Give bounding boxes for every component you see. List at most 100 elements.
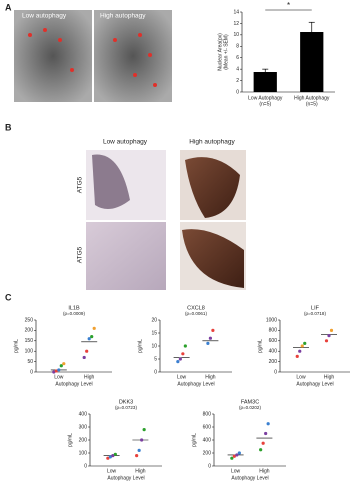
data-point bbox=[237, 451, 241, 455]
y-tick-label: 150 bbox=[25, 338, 34, 344]
annotation: * bbox=[287, 1, 290, 10]
y-axis-label: Nuclear Area(px) bbox=[217, 33, 223, 71]
data-point bbox=[232, 454, 236, 458]
x-tick-label: (n=5) bbox=[306, 101, 318, 107]
chart-subtitle: (p=0.0061) bbox=[185, 311, 207, 316]
y-tick-label: 50 bbox=[27, 359, 33, 365]
x-tick-label: Low bbox=[107, 468, 117, 474]
y-tick-label: 800 bbox=[203, 411, 212, 417]
data-point bbox=[295, 354, 299, 358]
y-tick-label: 0 bbox=[274, 369, 277, 375]
x-tick-label: Low Autophagy bbox=[248, 95, 283, 101]
data-point bbox=[230, 456, 234, 460]
y-tick-label: 0 bbox=[208, 463, 211, 469]
x-axis-label: Autophagy Level bbox=[55, 381, 92, 387]
chart-title: IL1B bbox=[68, 305, 80, 311]
tissue-image bbox=[86, 222, 166, 290]
x-axis-label: Autophagy Level bbox=[231, 475, 268, 481]
tissue-image bbox=[185, 157, 240, 218]
nucleus-markers bbox=[28, 28, 157, 87]
data-point bbox=[303, 341, 307, 345]
chart-subtitle: (p=0.0009) bbox=[63, 311, 85, 316]
y-axis-label: (Mean +/- SEM) bbox=[223, 34, 229, 70]
data-point bbox=[208, 336, 212, 340]
micrograph bbox=[14, 10, 92, 102]
data-point bbox=[54, 369, 58, 373]
bar bbox=[253, 72, 277, 92]
data-point bbox=[261, 441, 265, 445]
data-point bbox=[264, 431, 268, 436]
y-tick-label: 0 bbox=[154, 369, 157, 375]
data-point bbox=[300, 344, 304, 348]
data-point bbox=[92, 326, 96, 330]
x-tick-label: High bbox=[205, 374, 216, 380]
y-tick-label: 4 bbox=[236, 66, 239, 72]
chart-subtitle: (p=0.0718) bbox=[304, 311, 326, 316]
y-tick-label: 300 bbox=[79, 424, 88, 430]
data-point bbox=[259, 448, 263, 452]
x-tick-label: High bbox=[324, 374, 335, 380]
panel-label: B bbox=[5, 122, 12, 132]
data-point bbox=[235, 453, 239, 457]
y-tick-label: 5 bbox=[154, 356, 157, 362]
data-point bbox=[324, 339, 329, 343]
data-point bbox=[298, 349, 302, 353]
data-point bbox=[183, 344, 187, 348]
data-point bbox=[87, 337, 91, 341]
y-tick-label: 400 bbox=[269, 349, 278, 355]
data-point bbox=[85, 349, 89, 353]
bar bbox=[300, 32, 324, 92]
x-tick-label: High bbox=[135, 468, 146, 474]
chart-subtitle: (p=0.0723) bbox=[115, 405, 137, 410]
tissue-image bbox=[182, 229, 244, 288]
y-tick-label: 20 bbox=[151, 317, 157, 323]
y-tick-label: 600 bbox=[269, 338, 278, 344]
y-tick-label: 200 bbox=[79, 437, 88, 443]
y-tick-label: 250 bbox=[25, 317, 34, 323]
data-point bbox=[59, 364, 63, 368]
y-tick-label: 0 bbox=[30, 369, 33, 375]
data-point bbox=[211, 328, 215, 332]
y-tick-label: 200 bbox=[203, 450, 212, 456]
panel-label: A bbox=[5, 2, 12, 12]
data-point bbox=[181, 352, 185, 356]
chart-title: DKK3 bbox=[119, 399, 133, 405]
x-axis-label: Autophagy Level bbox=[177, 381, 214, 387]
image-label: High autophagy bbox=[100, 13, 146, 20]
x-tick-label: Low bbox=[231, 468, 241, 474]
y-tick-label: 15 bbox=[151, 330, 157, 336]
y-tick-label: 0 bbox=[84, 463, 87, 469]
y-tick-label: 100 bbox=[25, 349, 34, 355]
data-point bbox=[137, 448, 141, 452]
data-point bbox=[142, 428, 146, 432]
micrograph bbox=[94, 10, 172, 102]
y-tick-label: 14 bbox=[233, 9, 239, 15]
chart-subtitle: (p=0.0202) bbox=[239, 405, 261, 410]
x-axis-label: Autophagy Level bbox=[296, 381, 333, 387]
data-point bbox=[108, 455, 112, 459]
y-tick-label: 600 bbox=[203, 424, 212, 430]
y-axis-label: pg/mL bbox=[67, 433, 73, 447]
data-point bbox=[57, 368, 61, 372]
data-point bbox=[140, 438, 144, 442]
column-label: High autophagy bbox=[189, 139, 235, 146]
data-point bbox=[327, 334, 331, 338]
tissue-image bbox=[92, 154, 130, 209]
y-tick-label: 6 bbox=[236, 55, 239, 61]
chart-title: CXCL8 bbox=[187, 305, 205, 311]
y-tick-label: 8 bbox=[236, 44, 239, 50]
chart-title: LIF bbox=[311, 305, 320, 311]
x-tick-label: High bbox=[259, 468, 270, 474]
x-tick-label: High bbox=[84, 374, 95, 380]
y-tick-label: 100 bbox=[79, 450, 88, 456]
data-point bbox=[106, 456, 110, 460]
y-axis-label: pg/mL bbox=[191, 433, 197, 447]
column-label: Low autophagy bbox=[103, 139, 148, 146]
y-tick-label: 200 bbox=[269, 359, 278, 365]
y-tick-label: 10 bbox=[233, 32, 239, 38]
x-tick-label: Low bbox=[177, 374, 187, 380]
panel-label: C bbox=[5, 292, 12, 302]
x-tick-label: Low bbox=[54, 374, 64, 380]
